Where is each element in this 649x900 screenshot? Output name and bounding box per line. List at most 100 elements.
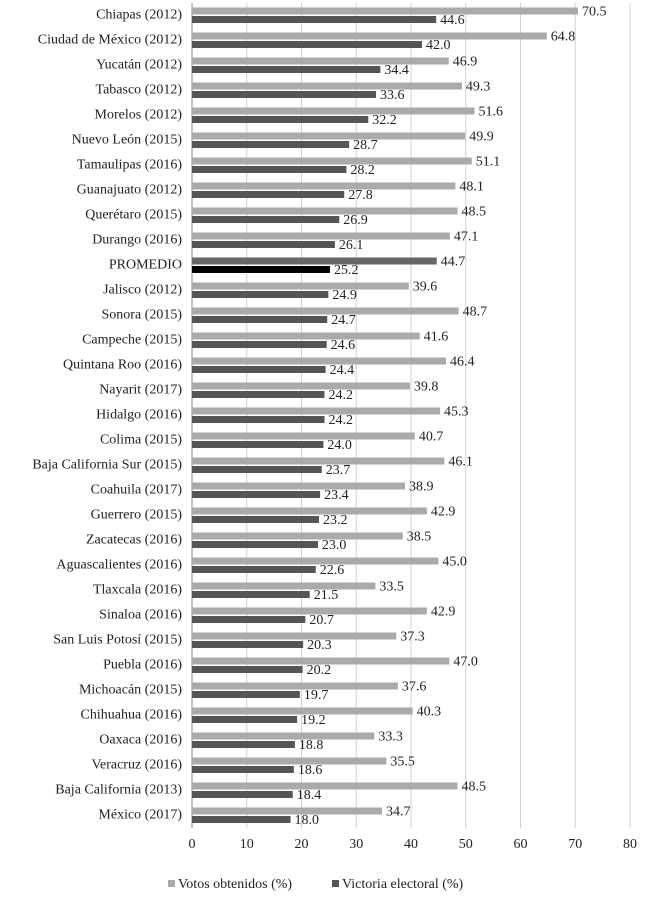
bar	[192, 66, 381, 73]
value-label: 23.2	[323, 513, 348, 528]
value-label: 18.0	[295, 813, 320, 828]
bar	[192, 32, 547, 40]
y-tick-label: San Luis Potosí (2015)	[53, 633, 182, 648]
bar	[192, 541, 318, 548]
y-tick-label: Morelos (2012)	[95, 108, 183, 123]
value-label: 28.2	[350, 163, 375, 178]
value-label: 24.2	[328, 388, 353, 403]
value-label: 34.4	[384, 63, 409, 78]
value-label: 34.7	[386, 805, 411, 820]
value-label: 41.6	[424, 330, 449, 345]
bar	[192, 41, 422, 48]
bar	[192, 157, 472, 165]
bar	[192, 716, 298, 723]
value-label: 24.7	[331, 313, 356, 328]
bar	[192, 141, 350, 148]
bar	[192, 466, 322, 473]
value-label: 46.4	[450, 355, 475, 370]
value-label: 20.3	[307, 638, 332, 653]
y-tick-label: Nayarit (2017)	[99, 383, 182, 398]
legend-swatch	[332, 880, 339, 887]
y-tick-label: Michoacán (2015)	[79, 683, 182, 698]
x-tick-label: 70	[568, 837, 582, 852]
value-label: 20.7	[309, 613, 334, 628]
value-label: 48.5	[462, 205, 487, 220]
bar	[192, 741, 295, 748]
bar	[192, 332, 420, 340]
bar	[192, 766, 294, 773]
bar	[192, 266, 330, 273]
value-label: 18.6	[298, 763, 323, 778]
bar	[192, 491, 321, 498]
value-label: 70.5	[582, 5, 607, 20]
y-tick-label: Quintana Roo (2016)	[63, 358, 182, 373]
y-tick-label: Veracruz (2016)	[91, 758, 182, 773]
y-tick-label: Durango (2016)	[92, 233, 182, 248]
value-label: 49.9	[469, 130, 494, 145]
bar	[192, 591, 310, 598]
value-label: 44.6	[440, 13, 465, 28]
bar	[192, 282, 409, 290]
y-tick-label: Baja California Sur (2015)	[32, 458, 182, 473]
y-tick-label: PROMEDIO	[109, 258, 182, 273]
value-label: 22.6	[320, 563, 345, 578]
bar	[192, 432, 415, 440]
x-tick-label: 20	[295, 837, 309, 852]
bar	[192, 207, 458, 215]
bar	[192, 516, 320, 523]
bar	[192, 357, 447, 365]
value-label: 24.2	[328, 413, 353, 428]
value-label: 26.1	[339, 238, 364, 253]
bar	[192, 566, 316, 573]
value-label: 64.8	[551, 30, 576, 45]
value-label: 26.9	[343, 213, 368, 228]
value-label: 40.7	[419, 430, 444, 445]
y-tick-label: Puebla (2016)	[103, 658, 182, 673]
bar	[192, 557, 439, 565]
value-label: 33.3	[378, 730, 403, 745]
value-label: 47.1	[454, 230, 479, 245]
legend-label: Votos obtenidos (%)	[178, 877, 292, 892]
y-tick-label: Chihuahua (2016)	[81, 708, 183, 723]
value-label: 44.7	[441, 255, 466, 270]
bar	[192, 232, 450, 240]
bar	[192, 607, 427, 615]
y-tick-label: Tlaxcala (2016)	[93, 583, 182, 598]
y-tick-label: México (2017)	[98, 808, 182, 823]
value-label: 48.1	[459, 180, 484, 195]
value-label: 40.3	[417, 705, 442, 720]
value-label: 24.6	[331, 338, 356, 353]
value-label: 33.5	[379, 580, 404, 595]
bar	[192, 782, 458, 790]
y-tick-label: Campeche (2015)	[82, 333, 182, 348]
value-label: 25.2	[334, 263, 359, 278]
legend-label: Victoria electoral (%)	[342, 877, 464, 892]
bar	[192, 791, 293, 798]
value-label: 48.5	[462, 780, 487, 795]
bar	[192, 482, 405, 490]
x-tick-label: 30	[349, 837, 363, 852]
value-label: 39.6	[413, 280, 438, 295]
bar	[192, 666, 303, 673]
bar	[192, 441, 324, 448]
value-label: 23.0	[322, 538, 347, 553]
value-label: 24.0	[327, 438, 352, 453]
bar	[192, 582, 376, 590]
bar	[192, 532, 403, 540]
bar	[192, 166, 347, 173]
bar	[192, 132, 466, 140]
bar	[192, 241, 335, 248]
value-label: 46.9	[453, 55, 478, 70]
bar	[192, 732, 375, 740]
value-label: 33.6	[380, 88, 405, 103]
x-tick-label: 50	[459, 837, 473, 852]
value-label: 28.7	[353, 138, 378, 153]
value-label: 39.8	[414, 380, 439, 395]
bar	[192, 366, 326, 373]
value-label: 49.3	[466, 80, 491, 95]
bar	[192, 307, 459, 315]
bar	[192, 316, 328, 323]
value-label: 42.0	[426, 38, 451, 53]
value-label: 19.2	[301, 713, 326, 728]
